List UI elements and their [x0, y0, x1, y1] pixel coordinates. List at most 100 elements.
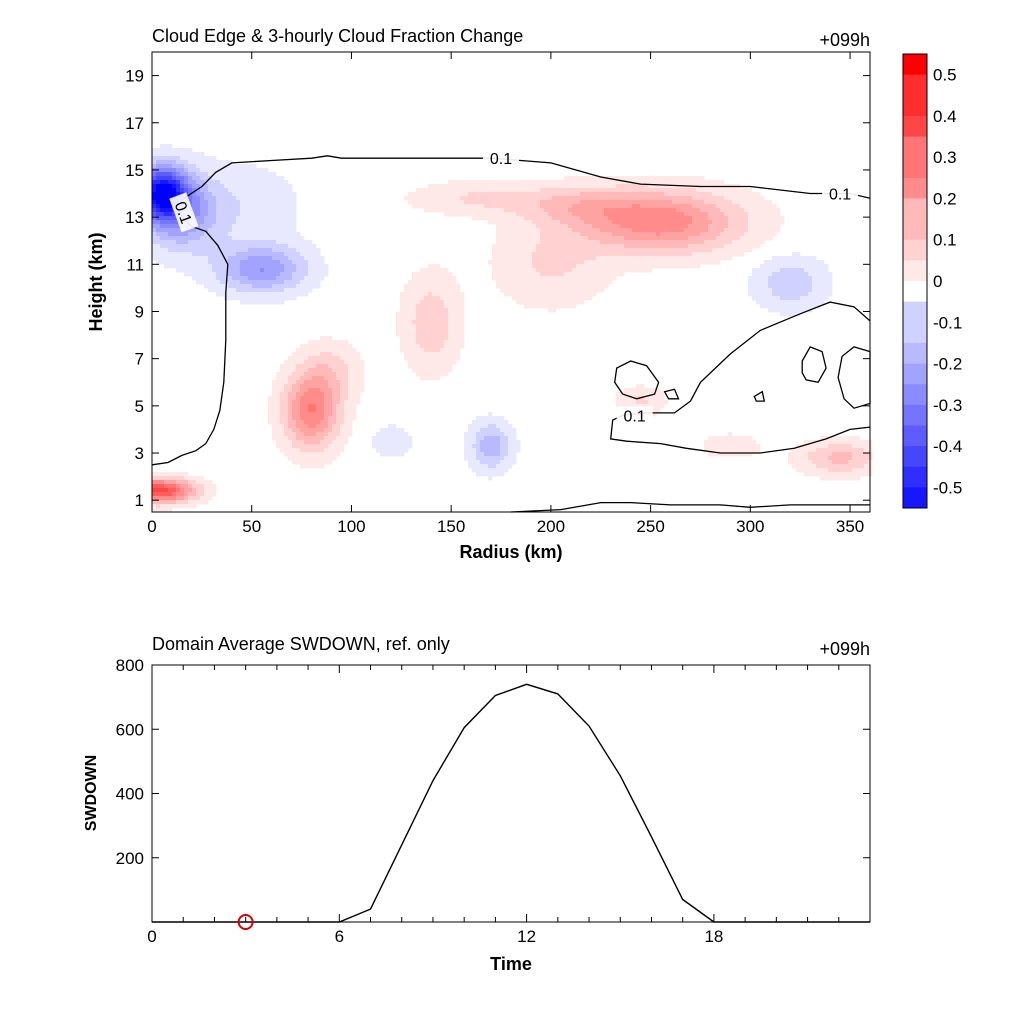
heatmap-cell — [308, 448, 313, 453]
heatmap-cell — [812, 304, 817, 309]
heatmap-cell — [676, 196, 681, 201]
heatmap-cell — [496, 264, 501, 269]
heatmap-cell — [244, 172, 249, 177]
heatmap-cell — [500, 428, 505, 433]
heatmap-cell — [772, 308, 777, 313]
heatmap-cell — [292, 440, 297, 445]
heatmap-cell — [352, 384, 357, 389]
heatmap-cell — [688, 240, 693, 245]
heatmap-cell — [684, 200, 689, 205]
heatmap-cell — [788, 456, 793, 461]
heatmap-cell — [644, 212, 649, 217]
heatmap-cell — [560, 188, 565, 193]
heatmap-cell — [612, 252, 617, 257]
heatmap-cell — [296, 280, 301, 285]
heatmap-cell — [700, 228, 705, 233]
heatmap-cell — [416, 372, 421, 377]
heatmap-cell — [840, 436, 845, 441]
heatmap-cell — [552, 244, 557, 249]
heatmap-cell — [472, 464, 477, 469]
heatmap-cell — [564, 232, 569, 237]
heatmap-cell — [648, 204, 653, 209]
heatmap-cell — [492, 428, 497, 433]
heatmap-cell — [656, 260, 661, 265]
heatmap-cell — [556, 260, 561, 265]
heatmap-cell — [596, 264, 601, 269]
heatmap-cell — [272, 300, 277, 305]
heatmap-cell — [516, 220, 521, 225]
heatmap-cell — [704, 228, 709, 233]
heatmap-cell — [520, 228, 525, 233]
heatmap-cell — [740, 240, 745, 245]
heatmap-cell — [804, 452, 809, 457]
heatmap-cell — [288, 204, 293, 209]
heatmap-cell — [544, 220, 549, 225]
heatmap-cell — [284, 256, 289, 261]
heatmap-cell — [516, 204, 521, 209]
heatmap-cell — [328, 452, 333, 457]
heatmap-cell — [652, 176, 657, 181]
heatmap-cell — [172, 232, 177, 237]
heatmap-cell — [848, 464, 853, 469]
heatmap-cell — [808, 448, 813, 453]
heatmap-cell — [316, 428, 321, 433]
heatmap-cell — [372, 444, 377, 449]
heatmap-cell — [300, 252, 305, 257]
heatmap-cell — [296, 416, 301, 421]
heatmap-cell — [688, 244, 693, 249]
heatmap-cell — [336, 416, 341, 421]
heatmap-cell — [668, 252, 673, 257]
heatmap-cell — [156, 216, 161, 221]
heatmap-cell — [628, 392, 633, 397]
heatmap-cell — [292, 432, 297, 437]
heatmap-cell — [356, 368, 361, 373]
heatmap-cell — [740, 220, 745, 225]
heatmap-cell — [728, 192, 733, 197]
heatmap-cell — [280, 208, 285, 213]
heatmap-cell — [484, 192, 489, 197]
heatmap-cell — [172, 260, 177, 265]
heatmap-cell — [232, 216, 237, 221]
heatmap-cell — [808, 284, 813, 289]
heatmap-cell — [308, 416, 313, 421]
heatmap-cell — [444, 288, 449, 293]
heatmap-cell — [536, 180, 541, 185]
heatmap-cell — [844, 472, 849, 477]
heatmap-cell — [496, 424, 501, 429]
heatmap-cell — [328, 424, 333, 429]
heatmap-cell — [400, 312, 405, 317]
heatmap-cell — [400, 448, 405, 453]
heatmap-cell — [296, 284, 301, 289]
heatmap-cell — [500, 280, 505, 285]
heatmap-cell — [280, 272, 285, 277]
heatmap-cell — [732, 228, 737, 233]
heatmap-cell — [456, 196, 461, 201]
heatmap-cell — [720, 248, 725, 253]
heatmap-cell — [412, 348, 417, 353]
heatmap-cell — [188, 232, 193, 237]
heatmap-cell — [400, 428, 405, 433]
heatmap-cell — [672, 256, 677, 261]
heatmap-cell — [480, 204, 485, 209]
heatmap-cell — [248, 236, 253, 241]
heatmap-cell — [784, 264, 789, 269]
heatmap-cell — [236, 204, 241, 209]
heatmap-cell — [224, 200, 229, 205]
heatmap-cell — [276, 396, 281, 401]
heatmap-cell — [544, 204, 549, 209]
heatmap-cell — [312, 380, 317, 385]
heatmap-cell — [152, 248, 157, 253]
heatmap-cell — [596, 240, 601, 245]
heatmap-cell — [604, 212, 609, 217]
heatmap-cell — [260, 296, 265, 301]
heatmap-cell — [248, 276, 253, 281]
heatmap-cell — [284, 380, 289, 385]
heatmap-cell — [676, 176, 681, 181]
heatmap-cell — [464, 452, 469, 457]
heatmap-cell — [296, 376, 301, 381]
heatmap-cell — [804, 468, 809, 473]
heatmap-cell — [476, 452, 481, 457]
heatmap-cell — [280, 252, 285, 257]
heatmap-cell — [260, 196, 265, 201]
heatmap-cell — [776, 268, 781, 273]
